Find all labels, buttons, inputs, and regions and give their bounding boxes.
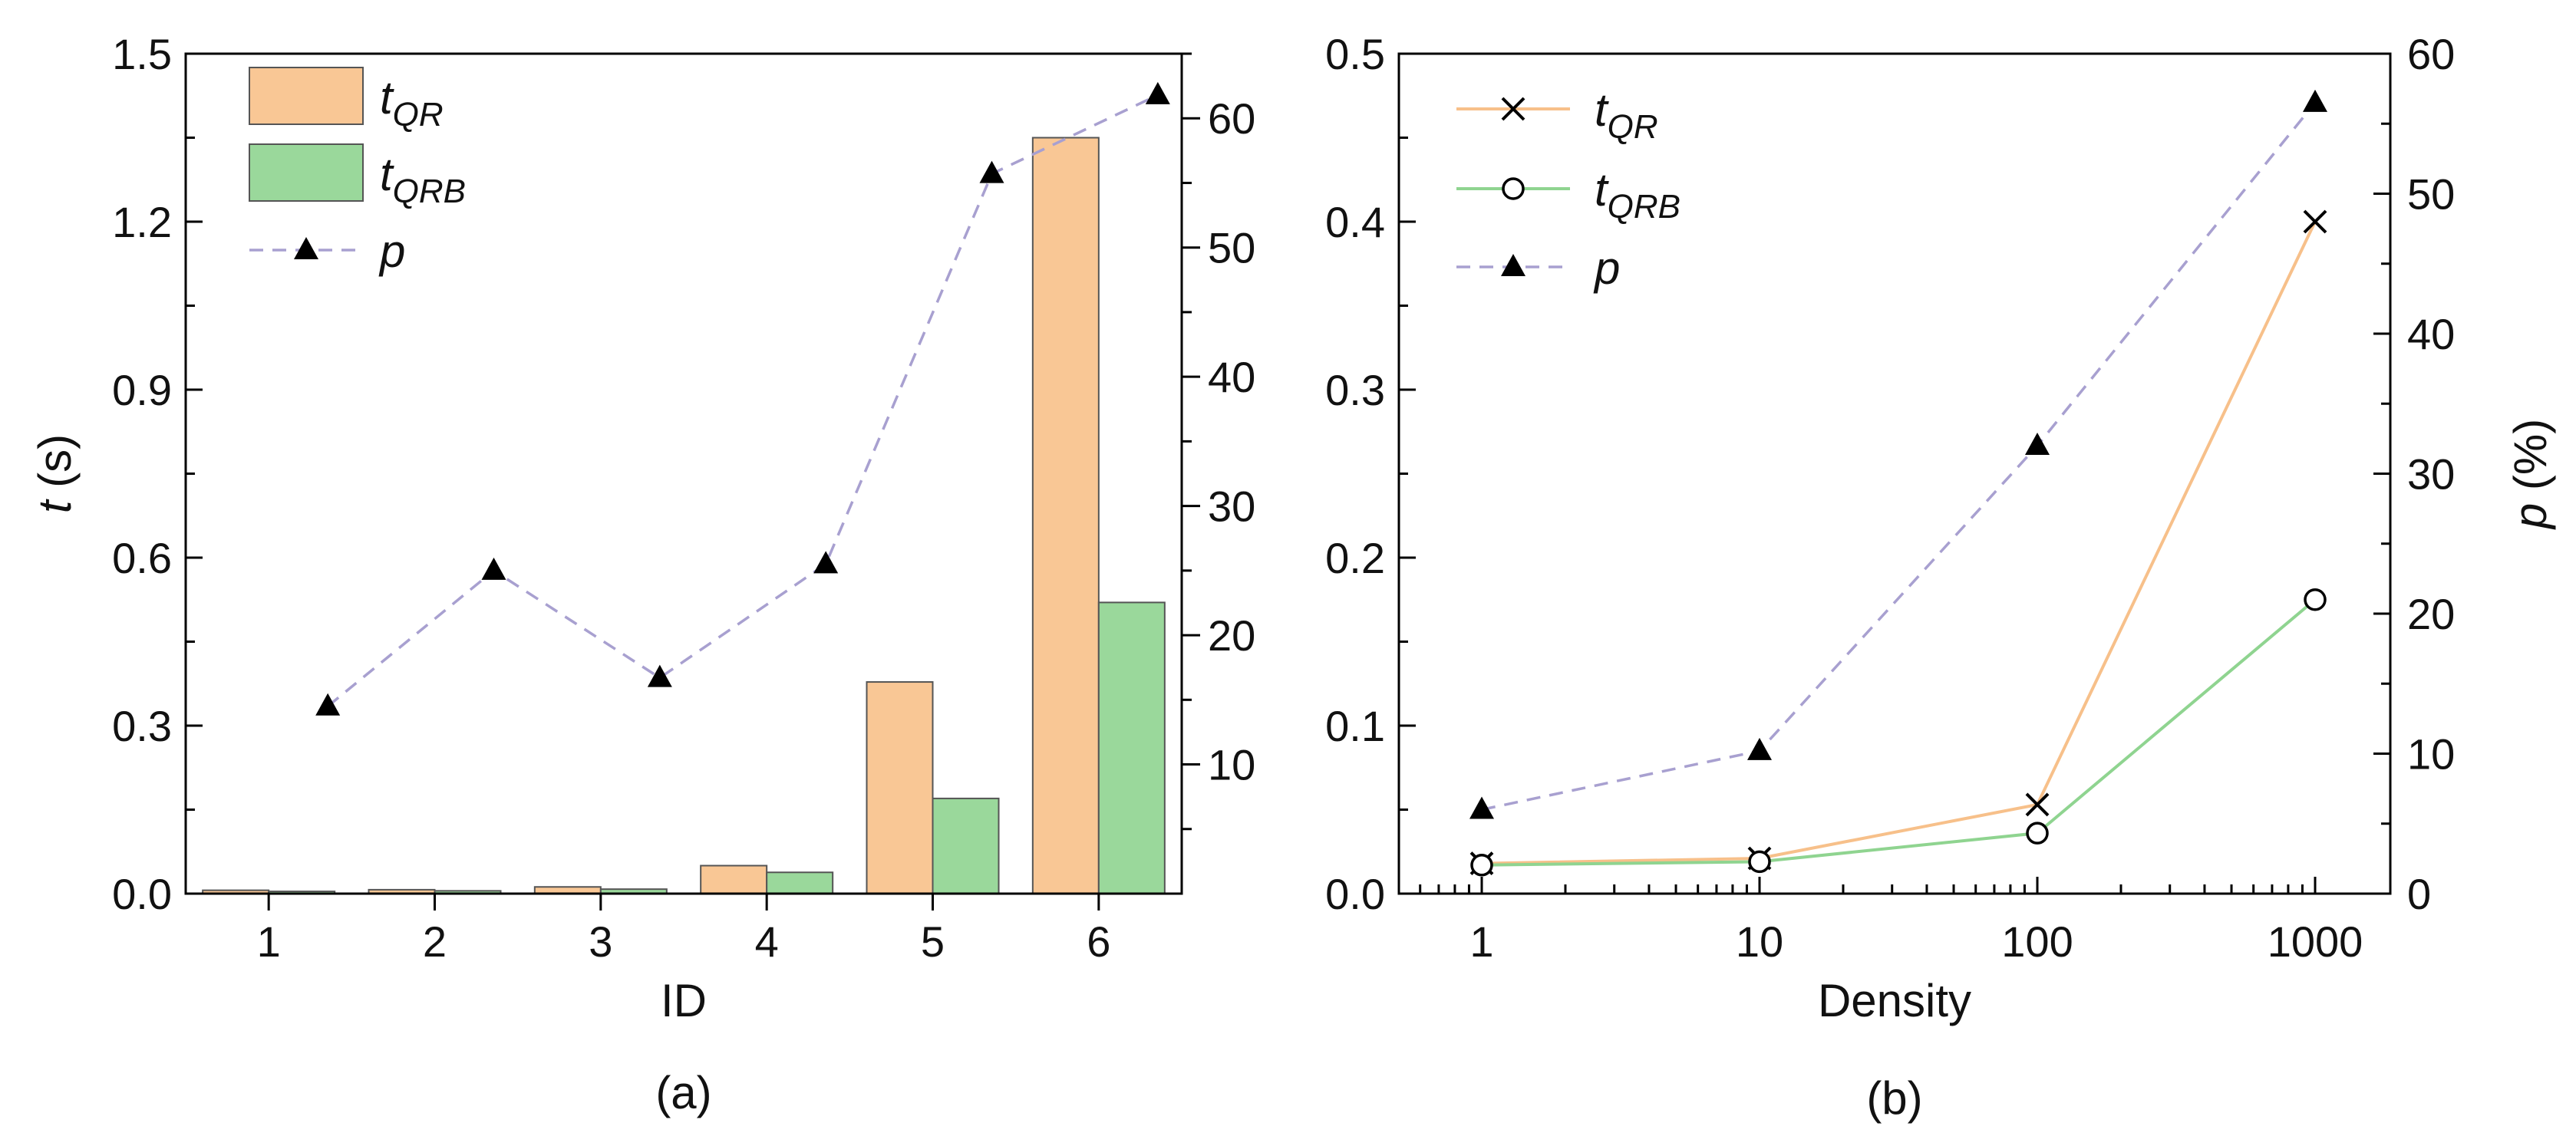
y-tick-label: 0.0 bbox=[1325, 870, 1385, 918]
y2-axis-label-var: p bbox=[2505, 503, 2556, 530]
legend-swatch-tqrb bbox=[249, 143, 364, 202]
y2-tick-label: 60 bbox=[2407, 30, 2455, 78]
y-axis-label-unit: (s) bbox=[29, 434, 81, 501]
qrb-point-1 bbox=[1470, 854, 1493, 877]
caption: (a) bbox=[655, 1067, 711, 1118]
x-tick-label: 2 bbox=[423, 917, 447, 966]
bar-qr-4 bbox=[700, 864, 768, 894]
y-tick-label: 0.3 bbox=[112, 702, 172, 750]
qrb-point-4 bbox=[2304, 588, 2327, 611]
legend-label-p: p bbox=[378, 226, 405, 277]
legend-var: t bbox=[380, 72, 394, 123]
p-point-6 bbox=[1145, 81, 1170, 104]
y2-tick-label: 20 bbox=[2407, 590, 2455, 638]
legend-var: t bbox=[1595, 164, 1609, 216]
legend-marker-p bbox=[294, 237, 318, 259]
bar-qr-5 bbox=[866, 681, 934, 894]
legend-sub: QRB bbox=[393, 173, 466, 210]
x-tick-label: 10 bbox=[1736, 917, 1783, 966]
legend-sub: QRB bbox=[1608, 188, 1681, 226]
y-tick-label: 1.2 bbox=[112, 198, 172, 246]
legend-label-tqrb: tQRB bbox=[380, 149, 466, 210]
legend-sub: QR bbox=[393, 96, 444, 133]
p-point-1 bbox=[315, 693, 341, 716]
bar-qrb-6 bbox=[1097, 601, 1166, 895]
y-tick-label: 0.3 bbox=[1325, 366, 1385, 414]
legend-label-tqr: tQR bbox=[1595, 84, 1658, 146]
y2-tick-label: 10 bbox=[2407, 730, 2455, 779]
y-tick-label: 0.6 bbox=[112, 534, 172, 582]
y2-tick-label: 20 bbox=[1208, 611, 1255, 660]
y-axis-label: t (s) bbox=[29, 434, 81, 513]
y2-tick-label: 30 bbox=[1208, 482, 1255, 531]
legend-sub: QR bbox=[1608, 108, 1658, 146]
p-point-4 bbox=[813, 551, 839, 574]
qrb-point-2 bbox=[1748, 850, 1771, 874]
y2-axis-label-unit: (%) bbox=[2505, 419, 2556, 503]
qr-point-3 bbox=[2025, 792, 2050, 817]
series-p-line bbox=[327, 94, 1159, 708]
bar-qrb-4 bbox=[766, 871, 834, 895]
legend-label-p: p bbox=[1593, 242, 1620, 294]
panel-b: 0.0 0.1 0.2 0.3 0.4 0.5 0 10 20 30 40 50 60 1 10 100 100… bbox=[1325, 30, 2556, 1124]
p-point-1 bbox=[1469, 796, 1494, 819]
y-tick-label: 1.5 bbox=[112, 30, 172, 78]
x-tick-label: 3 bbox=[589, 917, 612, 966]
y-tick-label: 0.2 bbox=[1325, 534, 1385, 582]
legend-swatch-tqr bbox=[249, 67, 364, 125]
qrb-point-3 bbox=[2026, 822, 2049, 845]
y2-tick-label: 0 bbox=[2407, 870, 2431, 918]
y2-tick-label: 30 bbox=[2407, 450, 2455, 499]
y2-tick-label: 40 bbox=[2407, 310, 2455, 358]
legend-label-tqr: tQR bbox=[380, 72, 444, 133]
x-axis-label: Density bbox=[1818, 975, 1971, 1026]
p-point-2 bbox=[481, 557, 506, 580]
x-tick-label: 100 bbox=[2001, 917, 2073, 966]
x-tick-label: 1 bbox=[1469, 917, 1493, 966]
bar-qr-6 bbox=[1031, 137, 1100, 894]
x-tick-label: 1000 bbox=[2268, 917, 2363, 966]
legend-marker-tqrb bbox=[1502, 177, 1525, 200]
legend-var: t bbox=[380, 149, 394, 200]
y-tick-label: 0.9 bbox=[112, 366, 172, 414]
y-axis-label-var: t bbox=[29, 499, 81, 513]
y-tick-label: 0.1 bbox=[1325, 702, 1385, 750]
y2-tick-label: 60 bbox=[1208, 94, 1255, 143]
y-tick-label: 0.0 bbox=[112, 870, 172, 918]
y-tick-label: 0.5 bbox=[1325, 30, 1385, 78]
p-point-3 bbox=[647, 664, 672, 687]
legend-marker-p bbox=[1501, 254, 1525, 276]
legend-marker-tqr bbox=[1501, 97, 1525, 121]
y-tick-label: 0.4 bbox=[1325, 198, 1385, 246]
y2-tick-label: 50 bbox=[2407, 170, 2455, 219]
series-p-line bbox=[1481, 101, 2317, 812]
x-tick-label: 6 bbox=[1087, 917, 1110, 966]
qr-point-4 bbox=[2303, 209, 2327, 234]
y2-tick-label: 40 bbox=[1208, 353, 1255, 401]
p-point-4 bbox=[2303, 89, 2327, 112]
p-point-2 bbox=[1747, 737, 1772, 760]
y2-axis-label: p (%) bbox=[2505, 419, 2556, 530]
p-point-5 bbox=[979, 160, 1004, 183]
caption: (b) bbox=[1866, 1072, 1922, 1124]
plot-frame bbox=[1397, 52, 2392, 895]
x-tick-label: 1 bbox=[257, 917, 281, 966]
x-axis-label: ID bbox=[661, 975, 707, 1026]
x-tick-label: 4 bbox=[755, 917, 779, 966]
series-qrb-line bbox=[1481, 598, 2317, 867]
y2-tick-label: 10 bbox=[1208, 741, 1255, 789]
legend-var: t bbox=[1595, 84, 1609, 136]
bar-qrb-5 bbox=[932, 797, 1000, 895]
legend-label-tqrb: tQRB bbox=[1595, 164, 1681, 226]
series-qr-line bbox=[1481, 221, 2317, 865]
x-tick-label: 5 bbox=[921, 917, 945, 966]
y2-tick-label: 50 bbox=[1208, 224, 1255, 272]
panel-a: 0.0 0.3 0.6 0.9 1.2 1.5 10 20 30 40 50 60 1 2 3 4 5 6 ID t … bbox=[29, 30, 1255, 1118]
p-point-3 bbox=[2025, 433, 2050, 455]
